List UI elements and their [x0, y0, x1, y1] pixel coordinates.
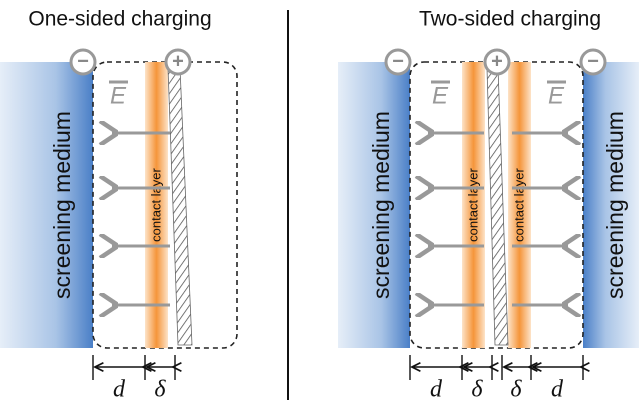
charge-circle [69, 48, 97, 76]
dimension-label: δ [471, 377, 483, 403]
charge: − [587, 50, 599, 72]
layer-label: contact layer [511, 167, 526, 241]
charge-circle [384, 48, 412, 76]
field-label: E [110, 82, 127, 109]
panel-title: One-sided charging [28, 8, 211, 31]
field-arrows [112, 133, 170, 305]
panel-title: Two-sided charging [419, 8, 601, 31]
screening-medium [0, 62, 93, 348]
medium-label: screening medium [368, 111, 394, 299]
charge: + [491, 50, 503, 72]
field-label: E [432, 82, 449, 109]
dimension-label: d [113, 377, 126, 403]
graphene [167, 67, 193, 346]
medium-label: screening medium [49, 111, 75, 299]
charge: + [172, 50, 184, 72]
dimension-label: δ [154, 377, 166, 403]
dimensions [409, 355, 583, 380]
field-arrows [428, 133, 568, 305]
charge-circle [164, 48, 192, 76]
panel-two-sided: Two-sided charging screening medium scre… [338, 8, 639, 403]
graphene [486, 67, 509, 346]
screening-medium [583, 62, 639, 348]
layer-label: contact layer [148, 167, 163, 241]
panel-one-sided: One-sided charging screening medium cont… [0, 8, 238, 403]
layer-label: contact layer [465, 167, 480, 241]
medium-label: screening medium [602, 111, 628, 299]
charge: − [392, 50, 404, 72]
dimension-label: d [430, 377, 443, 403]
charge: − [77, 50, 89, 72]
charge-circle [579, 48, 607, 76]
dimension-label: δ [510, 377, 522, 403]
screening-medium [338, 62, 410, 348]
charge-circle [483, 48, 511, 76]
dimension-label: d [551, 377, 564, 403]
field-label: E [548, 82, 565, 109]
dimensions [92, 355, 175, 380]
